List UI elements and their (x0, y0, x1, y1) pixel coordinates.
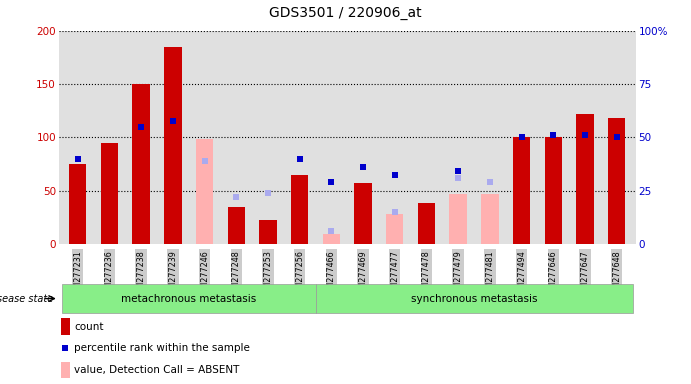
FancyBboxPatch shape (316, 284, 632, 313)
Text: disease state: disease state (0, 293, 53, 304)
Text: count: count (75, 322, 104, 332)
Bar (61, 362, 70, 379)
Bar (354, 183, 372, 244)
Text: value, Detection Call = ABSENT: value, Detection Call = ABSENT (75, 365, 240, 375)
Bar (164, 47, 182, 244)
Bar (576, 114, 594, 244)
Bar (513, 137, 530, 244)
Text: percentile rank within the sample: percentile rank within the sample (75, 343, 250, 353)
Text: synchronous metastasis: synchronous metastasis (410, 293, 538, 304)
Bar (291, 175, 308, 244)
Bar (449, 194, 467, 244)
Bar (545, 137, 562, 244)
Text: metachronous metastasis: metachronous metastasis (121, 293, 256, 304)
Bar (133, 84, 150, 244)
Bar (69, 164, 86, 244)
Bar (386, 214, 404, 244)
Text: GDS3501 / 220906_at: GDS3501 / 220906_at (269, 6, 422, 20)
FancyBboxPatch shape (62, 284, 316, 313)
Bar (196, 139, 214, 244)
Bar (608, 118, 625, 244)
Bar (323, 234, 340, 244)
Bar (227, 207, 245, 244)
Bar (101, 142, 118, 244)
Bar (61, 318, 70, 335)
Bar (481, 194, 499, 244)
Bar (418, 204, 435, 244)
Bar (259, 220, 276, 244)
